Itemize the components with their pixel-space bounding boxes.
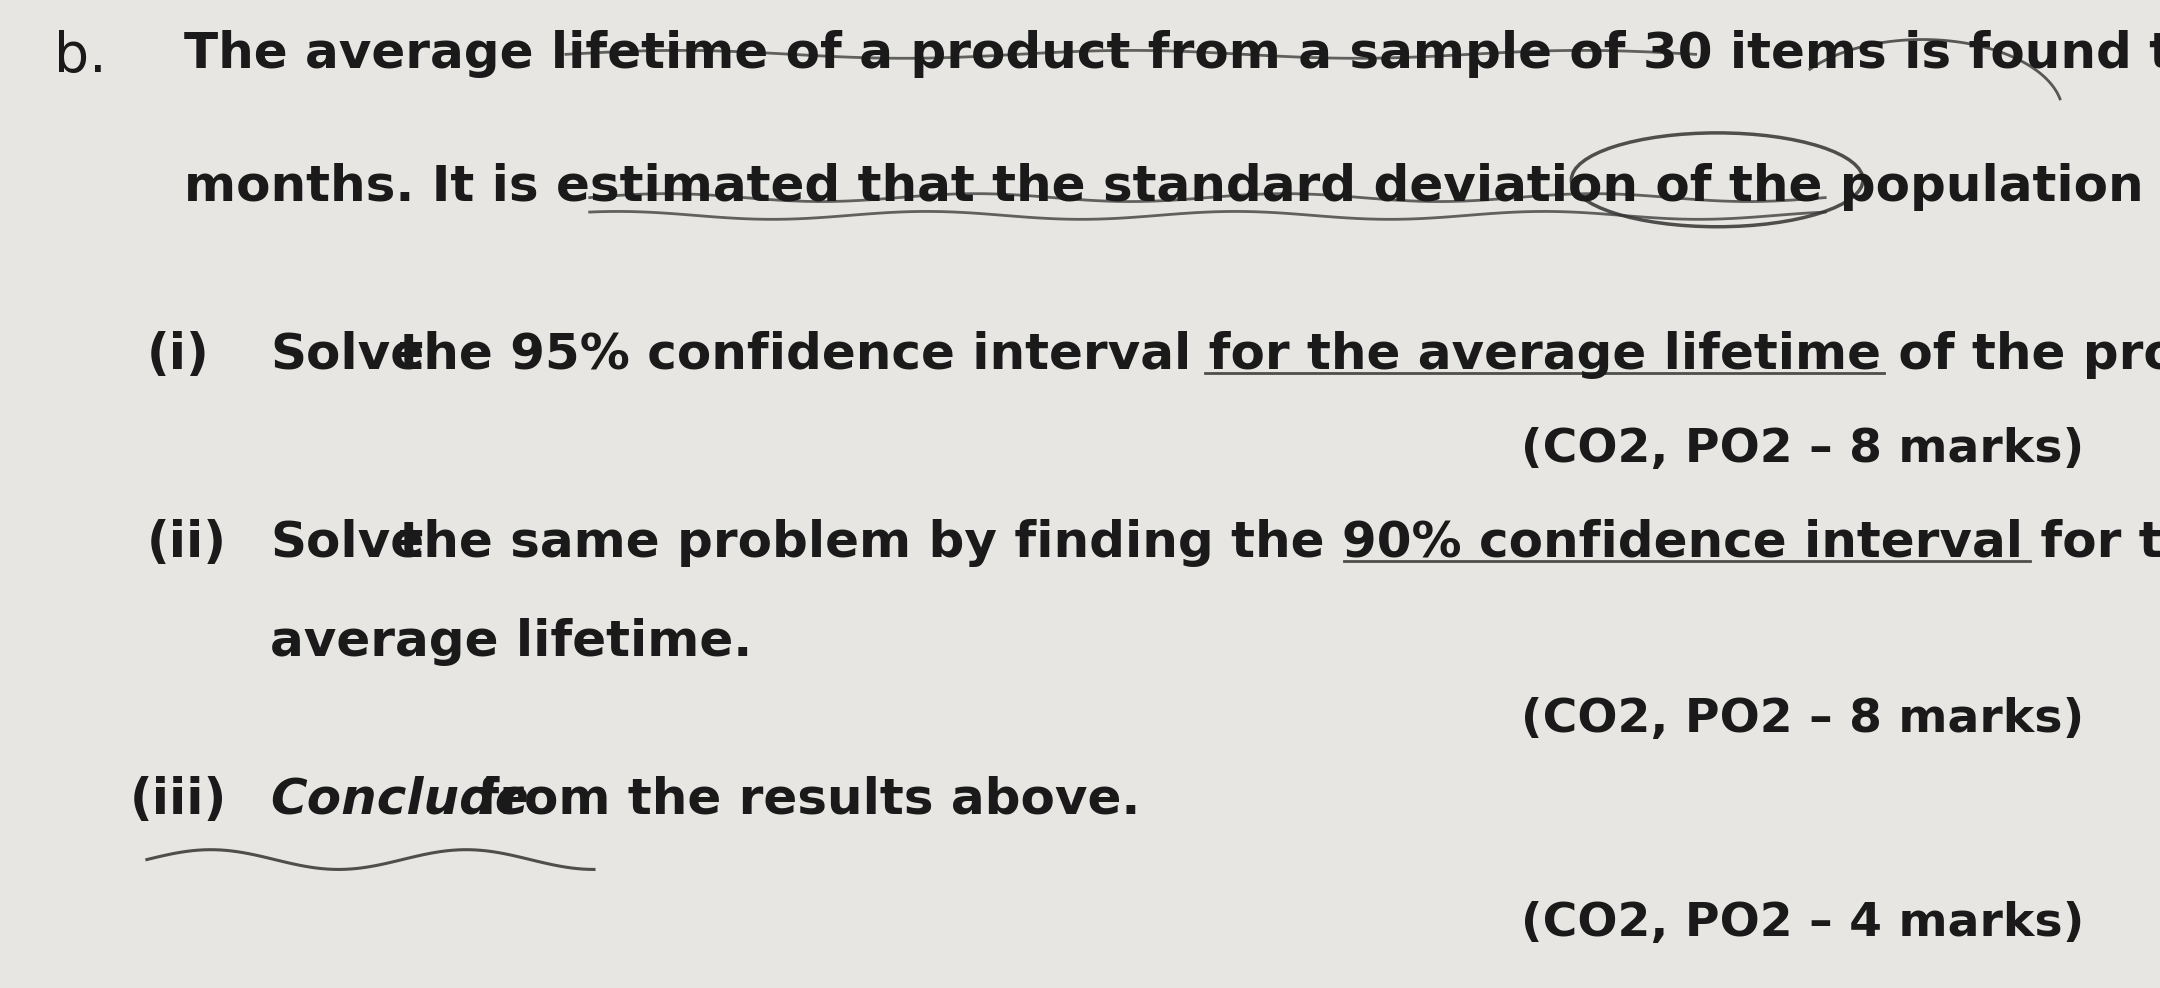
Text: average lifetime.: average lifetime. [270,618,752,666]
Text: (i): (i) [147,331,210,379]
Text: Conclude: Conclude [270,776,529,824]
Text: (CO2, PO2 – 8 marks): (CO2, PO2 – 8 marks) [1521,697,2084,742]
Text: months. It is estimated that the standard deviation of the population is 3 month: months. It is estimated that the standar… [184,163,2160,211]
Text: The average lifetime of a product from a sample of 30 items is found to be 48: The average lifetime of a product from a… [184,30,2160,78]
Text: (CO2, PO2 – 8 marks): (CO2, PO2 – 8 marks) [1521,427,2084,472]
Text: (ii): (ii) [147,519,227,567]
Text: b.: b. [54,30,106,84]
Text: (iii): (iii) [130,776,227,824]
Text: the 95% confidence interval for the average lifetime of the product.: the 95% confidence interval for the aver… [382,331,2160,379]
Text: from the results above.: from the results above. [460,776,1140,824]
Text: (CO2, PO2 – 4 marks): (CO2, PO2 – 4 marks) [1521,901,2084,947]
Text: Solve: Solve [270,519,423,567]
Text: the same problem by finding the 90% confidence interval for the: the same problem by finding the 90% conf… [382,519,2160,567]
Text: Solve: Solve [270,331,423,379]
